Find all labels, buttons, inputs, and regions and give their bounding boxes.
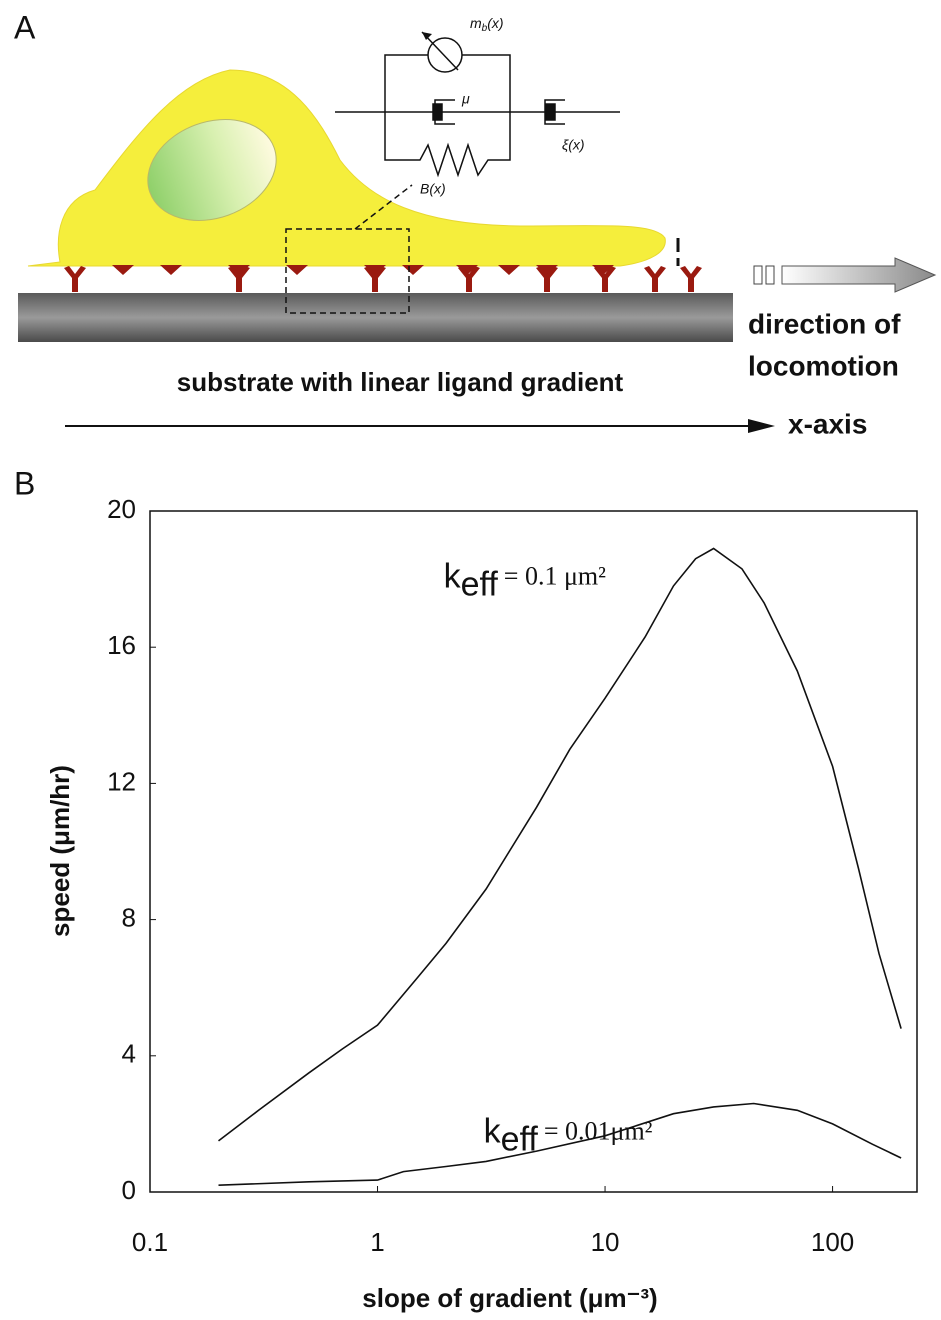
arrowhead xyxy=(422,32,432,40)
x-tick-label: 10 xyxy=(591,1227,620,1257)
nucleus xyxy=(147,119,277,221)
circuit xyxy=(335,31,620,178)
y-tick-label: 12 xyxy=(107,766,136,796)
annotation: keff = 0.1 μm² xyxy=(444,557,607,603)
substrate xyxy=(18,293,733,342)
friction-label: ξ(x) xyxy=(562,137,585,153)
spring-label: B(x) xyxy=(420,181,446,197)
annotation-symbol: k xyxy=(444,557,462,595)
annotation-subscript: eff xyxy=(501,1120,539,1158)
motor: m xyxy=(470,15,482,31)
substrate-label: substrate with linear ligand gradient xyxy=(177,367,624,397)
annotation: keff = 0.01μm² xyxy=(484,1112,653,1158)
viscosity-label: μ xyxy=(461,91,470,107)
annotation-symbol: k xyxy=(484,1112,502,1150)
direction-label: locomotion xyxy=(748,350,899,381)
plot-frame xyxy=(149,510,918,1193)
y-tick-label: 16 xyxy=(107,630,136,660)
x-axis-title: slope of gradient (μm⁻³) xyxy=(362,1283,657,1313)
y-axis-title: speed (μm/hr) xyxy=(45,765,75,937)
arrowhead xyxy=(748,419,775,433)
x-tick-label: 100 xyxy=(811,1227,854,1257)
annotation-text: = 0.01μm² xyxy=(544,1116,653,1145)
motor-label: mb(x) xyxy=(470,15,504,34)
series-line xyxy=(218,1102,902,1186)
zoom-line xyxy=(354,184,413,230)
zoom-box xyxy=(285,228,410,314)
panel-label: B xyxy=(14,465,35,501)
series-line xyxy=(218,547,902,1142)
x-tick-label: 0.1 xyxy=(132,1227,168,1257)
motor-arg: (x) xyxy=(487,15,503,31)
direction-label: direction of xyxy=(748,308,901,339)
x-axis-label: x-axis xyxy=(788,408,867,439)
annotation-subscript: eff xyxy=(461,565,499,603)
x-tick-label: 1 xyxy=(370,1227,384,1257)
cell xyxy=(27,69,666,267)
y-tick-label: 8 xyxy=(122,902,136,932)
locomotion-arrow xyxy=(753,257,937,293)
receptors xyxy=(64,265,702,292)
y-tick-label: 20 xyxy=(107,494,136,524)
panel-label: A xyxy=(14,9,36,45)
annotation-text: = 0.1 μm² xyxy=(504,561,606,590)
y-tick-label: 4 xyxy=(122,1039,136,1069)
motor-sub: b xyxy=(482,23,488,34)
y-tick-label: 0 xyxy=(122,1175,136,1205)
